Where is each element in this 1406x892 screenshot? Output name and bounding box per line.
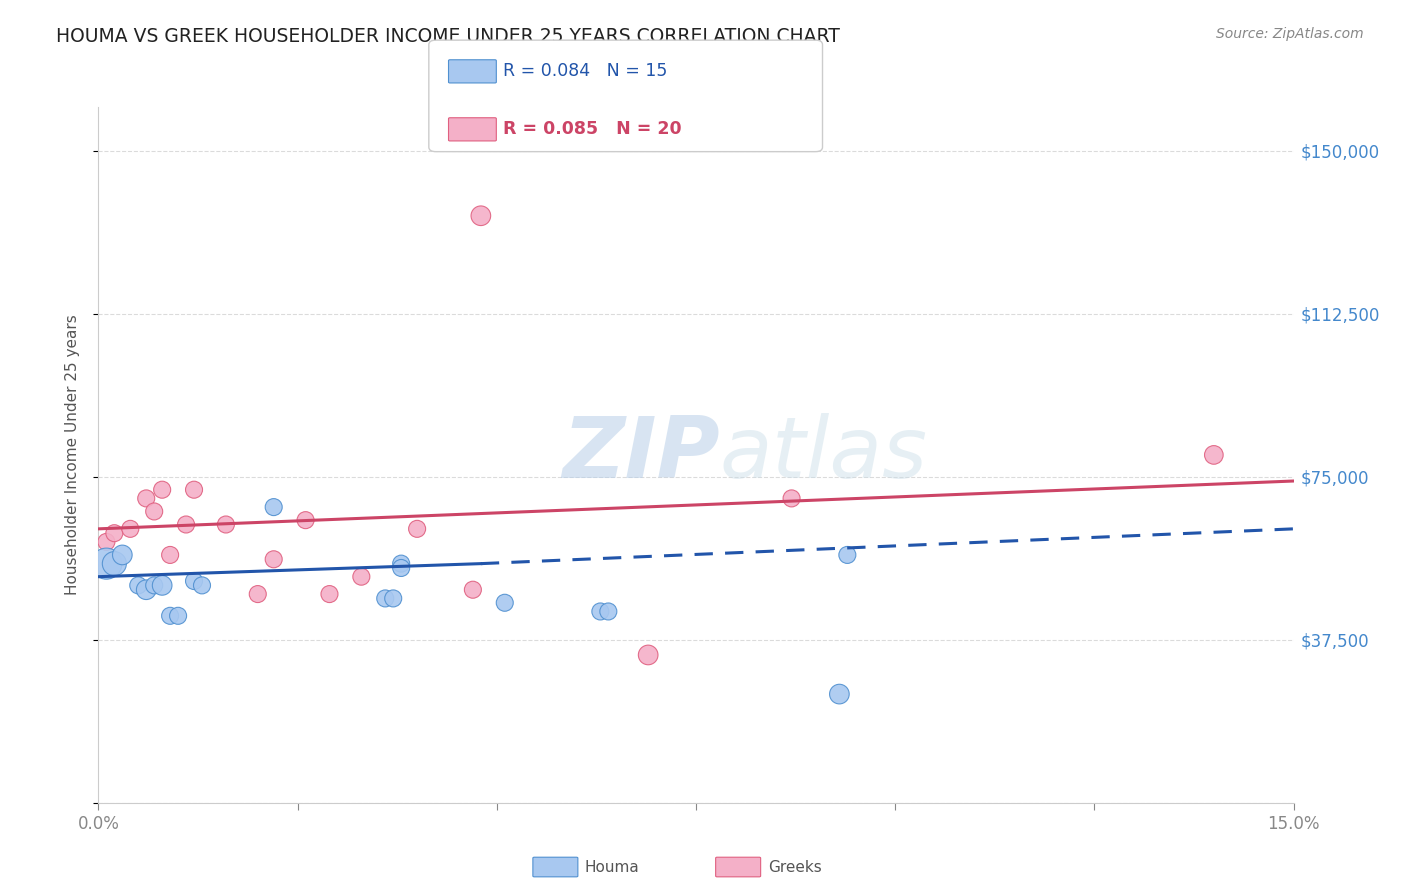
Text: HOUMA VS GREEK HOUSEHOLDER INCOME UNDER 25 YEARS CORRELATION CHART: HOUMA VS GREEK HOUSEHOLDER INCOME UNDER … <box>56 27 841 45</box>
Point <box>837 548 859 562</box>
Point <box>318 587 340 601</box>
Point <box>135 582 157 597</box>
Point <box>1202 448 1225 462</box>
Point <box>183 483 205 497</box>
Point <box>780 491 803 506</box>
Point <box>828 687 851 701</box>
Text: R = 0.084   N = 15: R = 0.084 N = 15 <box>503 62 668 80</box>
Text: Houma: Houma <box>585 860 640 874</box>
Point <box>263 552 285 566</box>
Point <box>183 574 205 588</box>
Point <box>461 582 484 597</box>
Point <box>96 535 118 549</box>
Point <box>174 517 197 532</box>
Point <box>167 608 190 623</box>
Point <box>215 517 238 532</box>
Point <box>159 548 181 562</box>
Text: Greeks: Greeks <box>768 860 821 874</box>
Point <box>103 526 125 541</box>
Point <box>120 522 142 536</box>
Point <box>382 591 405 606</box>
Point <box>389 561 412 575</box>
Point <box>350 570 373 584</box>
Point <box>263 500 285 514</box>
Point <box>494 596 516 610</box>
Point <box>159 608 181 623</box>
Point <box>637 648 659 662</box>
Point <box>191 578 214 592</box>
Text: ZIP: ZIP <box>562 413 720 497</box>
Point <box>589 605 612 619</box>
Point <box>246 587 269 601</box>
Point <box>150 578 173 592</box>
Point <box>294 513 316 527</box>
Point <box>127 578 149 592</box>
Point <box>406 522 429 536</box>
Y-axis label: Householder Income Under 25 years: Householder Income Under 25 years <box>65 315 80 595</box>
Text: R = 0.085   N = 20: R = 0.085 N = 20 <box>503 120 682 138</box>
Point <box>150 483 173 497</box>
Text: atlas: atlas <box>720 413 928 497</box>
Point <box>143 504 166 518</box>
Point <box>389 557 412 571</box>
Point <box>135 491 157 506</box>
Point <box>374 591 396 606</box>
Point <box>111 548 134 562</box>
Text: Source: ZipAtlas.com: Source: ZipAtlas.com <box>1216 27 1364 41</box>
Point <box>96 557 118 571</box>
Point <box>143 578 166 592</box>
Point <box>598 605 620 619</box>
Point <box>470 209 492 223</box>
Point <box>103 557 125 571</box>
